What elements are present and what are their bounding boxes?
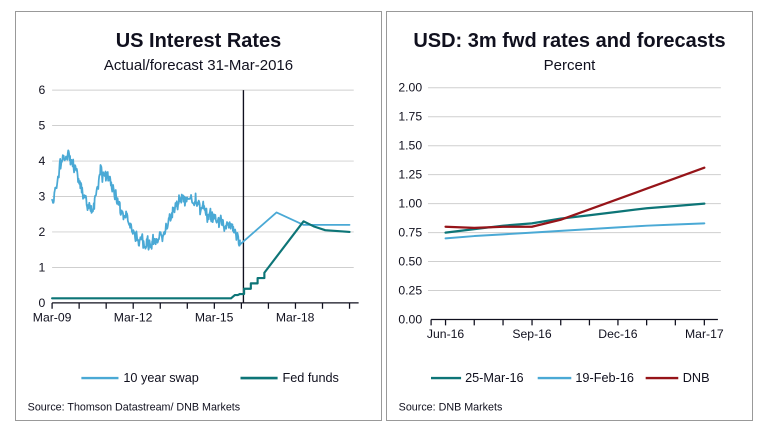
svg-text:5: 5 xyxy=(38,118,45,132)
svg-text:Mar-09: Mar-09 xyxy=(33,310,72,324)
svg-text:2.00: 2.00 xyxy=(398,81,422,95)
svg-text:0.50: 0.50 xyxy=(398,254,422,268)
svg-text:0: 0 xyxy=(38,296,45,310)
svg-text:Sep-16: Sep-16 xyxy=(512,327,552,341)
svg-text:1.75: 1.75 xyxy=(398,110,422,124)
svg-text:1: 1 xyxy=(38,260,45,274)
svg-text:0.75: 0.75 xyxy=(398,226,422,240)
svg-text:0.00: 0.00 xyxy=(398,312,422,326)
svg-text:25-Mar-16: 25-Mar-16 xyxy=(465,371,524,385)
svg-text:Jun-16: Jun-16 xyxy=(427,327,464,341)
svg-text:6: 6 xyxy=(38,83,45,97)
svg-text:Dec-16: Dec-16 xyxy=(598,327,638,341)
svg-text:0.25: 0.25 xyxy=(398,283,422,297)
svg-text:Mar-17: Mar-17 xyxy=(685,327,724,341)
svg-text:2: 2 xyxy=(38,225,45,239)
svg-text:Source: DNB Markets: Source: DNB Markets xyxy=(399,401,503,413)
svg-text:1.00: 1.00 xyxy=(398,197,422,211)
svg-text:Source: Thomson Datastream/: Source: Thomson Datastream/ DNB Markets xyxy=(28,401,240,413)
svg-text:1.50: 1.50 xyxy=(398,139,422,153)
svg-text:Mar-18: Mar-18 xyxy=(276,310,315,324)
svg-text:Mar-12: Mar-12 xyxy=(114,310,153,324)
svg-text:1.25: 1.25 xyxy=(398,168,422,182)
svg-text:DNB: DNB xyxy=(683,371,710,385)
svg-text:Fed funds: Fed funds xyxy=(282,371,338,385)
svg-text:3: 3 xyxy=(38,189,45,203)
svg-text:Mar-15: Mar-15 xyxy=(195,310,234,324)
svg-text:19-Feb-16: 19-Feb-16 xyxy=(575,371,634,385)
svg-text:4: 4 xyxy=(38,154,45,168)
svg-text:10 year swap: 10 year swap xyxy=(123,371,198,385)
